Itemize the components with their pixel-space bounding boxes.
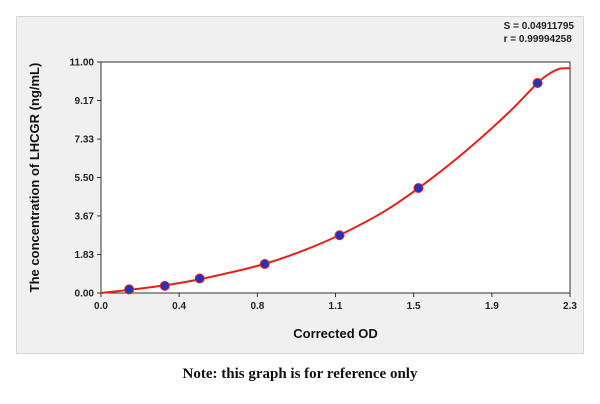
x-tick-label: 0.0	[94, 301, 108, 312]
x-tick-label: 0.4	[172, 301, 186, 312]
plot-area	[100, 61, 571, 294]
x-tick-label: 1.1	[329, 301, 343, 312]
data-point	[532, 78, 543, 88]
x-tick-label: 1.9	[485, 301, 499, 312]
data-point	[124, 284, 135, 295]
y-tick-label: 9.17	[75, 96, 95, 107]
y-tick-label: 11.00	[70, 58, 95, 69]
x-tick-label: 0.8	[250, 301, 264, 312]
y-axis-label: The concentration of LHCGR (ng/mL)	[27, 63, 42, 293]
data-point	[194, 273, 205, 284]
data-point	[334, 230, 345, 241]
data-point	[259, 259, 270, 270]
y-tick-label: 3.67	[75, 211, 95, 222]
s-value: S = 0.04911795	[503, 21, 574, 32]
data-point	[413, 183, 424, 193]
x-tick-label: 2.3	[563, 301, 577, 312]
y-tick-label: 5.50	[75, 173, 95, 184]
r-value: r = 0.99994258	[503, 34, 572, 45]
fit-statistics: S = 0.04911795 r = 0.99994258	[504, 20, 574, 46]
data-point	[159, 280, 170, 291]
reference-note: Note: this graph is for reference only	[182, 366, 418, 382]
y-tick-label: 7.33	[75, 135, 95, 146]
y-tick-label: 0.00	[75, 289, 95, 300]
x-axis-label: Corrected OD	[293, 326, 378, 341]
x-tick-label: 1.5	[407, 301, 421, 312]
y-tick-label: 1.83	[75, 250, 95, 261]
fitted-curve	[100, 67, 571, 294]
